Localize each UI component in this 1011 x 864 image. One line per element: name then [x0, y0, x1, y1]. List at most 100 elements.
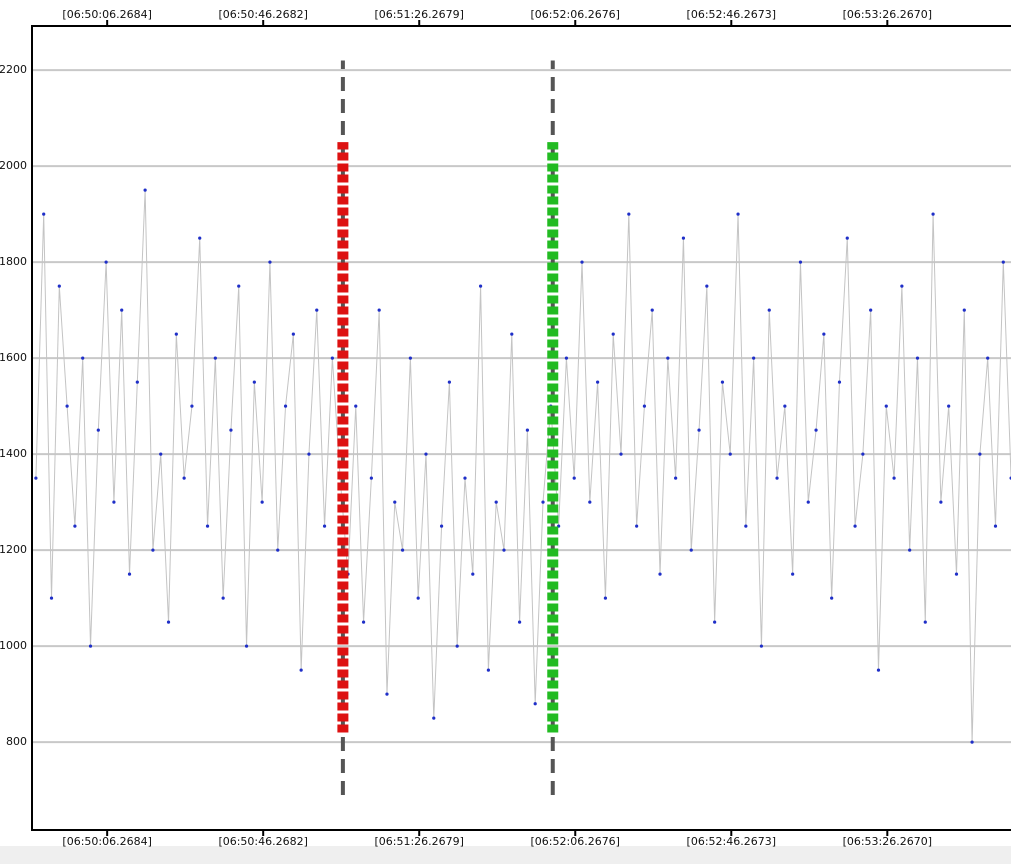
data-point	[869, 308, 873, 312]
y-tick-label: 1200	[0, 543, 27, 556]
data-point	[658, 572, 662, 576]
x-tick-label-top: [06:51:26.2679]	[374, 8, 463, 21]
data-point	[884, 404, 888, 408]
data-point	[954, 572, 959, 576]
data-point	[689, 548, 693, 552]
data-point	[830, 596, 834, 600]
data-point	[525, 428, 530, 432]
data-point	[182, 476, 186, 480]
data-point	[627, 212, 631, 216]
data-point	[190, 404, 194, 408]
x-tick-label-bottom: [06:50:06.2684]	[62, 835, 151, 848]
data-point	[151, 548, 155, 552]
data-point	[502, 548, 506, 552]
data-point	[596, 380, 600, 384]
data-point	[947, 404, 951, 408]
plot-area	[32, 60, 1011, 795]
data-point	[198, 236, 202, 240]
data-point	[775, 476, 779, 480]
data-point	[900, 284, 904, 288]
data-point	[697, 428, 701, 432]
data-point	[650, 308, 654, 312]
data-point	[385, 692, 389, 696]
data-point	[908, 548, 912, 552]
data-point	[57, 284, 61, 288]
data-point	[791, 572, 795, 576]
data-point	[463, 476, 467, 480]
data-point	[806, 500, 810, 504]
x-tick-label-bottom: [06:52:06.2676]	[531, 835, 620, 848]
data-point	[533, 702, 537, 706]
data-point	[962, 308, 966, 312]
data-point	[478, 284, 483, 288]
data-point	[978, 452, 982, 456]
data-point	[642, 404, 647, 408]
data-point	[744, 524, 748, 528]
data-point	[674, 476, 678, 480]
data-point	[915, 356, 920, 360]
data-point	[494, 500, 498, 504]
x-tick-label-bottom: [06:52:46.2673]	[687, 835, 776, 848]
data-point	[260, 500, 264, 504]
data-point	[354, 404, 358, 408]
data-point	[400, 548, 405, 552]
data-point	[268, 260, 272, 264]
data-point	[252, 380, 256, 384]
data-point	[237, 284, 241, 288]
x-tick-label-bottom: [06:53:26.2670]	[843, 835, 932, 848]
data-point	[42, 212, 46, 216]
plot-frame	[31, 25, 1011, 831]
data-point	[580, 260, 584, 264]
data-point	[681, 236, 686, 240]
data-point	[541, 500, 545, 504]
data-point	[416, 596, 420, 600]
y-tick-label: 2000	[0, 159, 27, 172]
data-point	[564, 356, 569, 360]
x-tick-label-top: [06:52:06.2676]	[531, 8, 620, 21]
data-point	[439, 524, 444, 528]
data-point	[939, 500, 943, 504]
y-tick-label: 800	[6, 735, 27, 748]
data-point	[120, 308, 124, 312]
data-point	[814, 428, 818, 432]
data-point	[486, 668, 490, 672]
data-point	[315, 308, 319, 312]
data-point	[159, 452, 163, 456]
data-point	[705, 284, 709, 288]
x-tick-label-top: [06:50:06.2684]	[62, 8, 151, 21]
data-point	[229, 428, 233, 432]
y-tick-label: 1600	[0, 351, 27, 364]
data-point	[603, 596, 608, 600]
x-tick-label-top: [06:50:46.2682]	[218, 8, 307, 21]
y-tick-label: 1400	[0, 447, 27, 460]
data-point	[783, 404, 787, 408]
data-point	[408, 356, 412, 360]
data-point	[88, 644, 93, 648]
data-point	[127, 572, 132, 576]
data-point	[377, 308, 381, 312]
status-strip	[0, 846, 1011, 864]
data-point	[447, 380, 451, 384]
data-point	[619, 452, 623, 456]
data-point	[759, 644, 764, 648]
data-point	[112, 500, 116, 504]
data-point	[393, 500, 397, 504]
data-point	[588, 500, 592, 504]
data-point	[166, 620, 171, 624]
data-point	[104, 260, 108, 264]
data-point	[424, 452, 428, 456]
data-point	[713, 620, 717, 624]
data-point	[96, 428, 100, 432]
data-point	[73, 524, 77, 528]
data-point	[970, 740, 974, 744]
data-point	[330, 356, 334, 360]
data-point	[471, 572, 475, 576]
x-tick-label-top: [06:52:46.2673]	[687, 8, 776, 21]
data-point	[322, 524, 327, 528]
data-point	[517, 620, 522, 624]
data-point	[728, 452, 732, 456]
x-tick-label-bottom: [06:51:26.2679]	[374, 835, 463, 848]
data-point	[510, 332, 514, 336]
data-point	[611, 332, 615, 336]
